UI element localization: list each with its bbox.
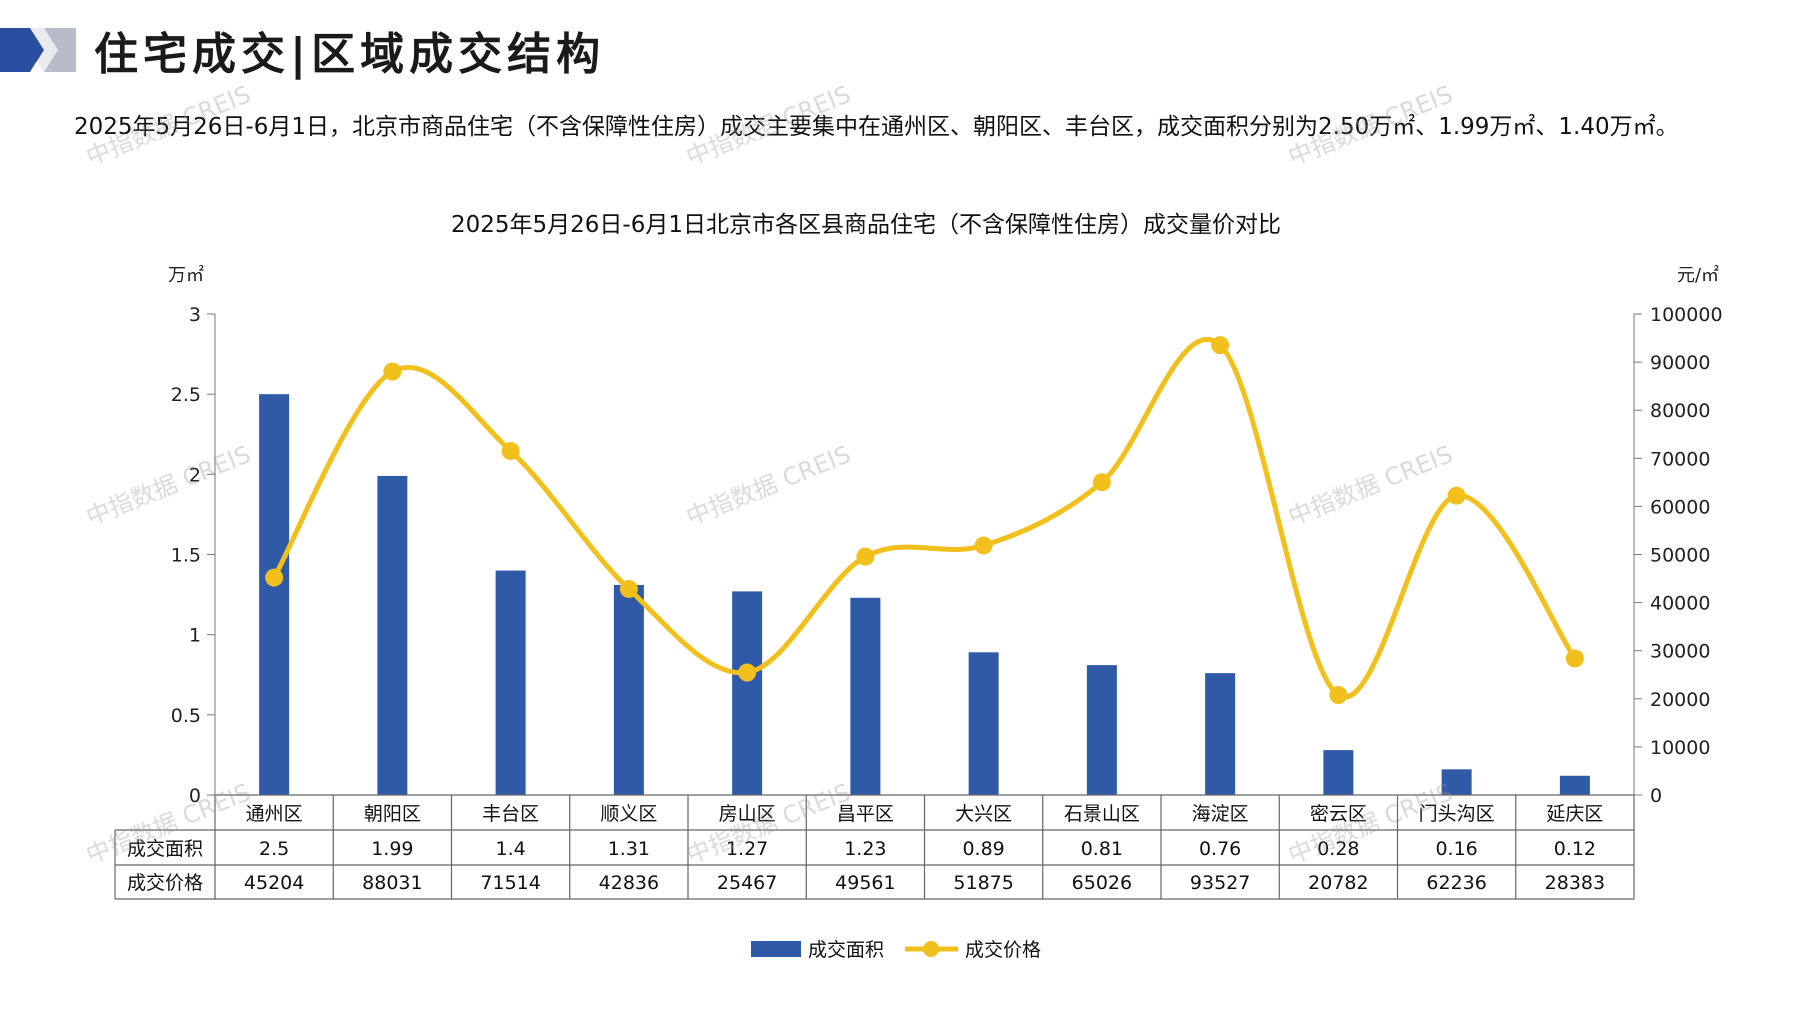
left-axis-unit: 万㎡	[168, 264, 204, 286]
price-data-label-5: 25467	[717, 872, 777, 894]
price-data-label-2: 88031	[362, 872, 422, 894]
category-label-7: 大兴区	[955, 803, 1012, 825]
area-data-label-1: 2.5	[259, 838, 289, 860]
bar-12	[1559, 775, 1590, 795]
left-tick-label: 0	[189, 785, 201, 807]
legend-swatch-point	[923, 941, 939, 957]
right-tick-label: 20000	[1650, 689, 1710, 711]
price-point-5	[738, 663, 757, 682]
left-tick-label: 2.5	[171, 384, 201, 406]
right-tick-label: 10000	[1650, 737, 1710, 759]
bar-10	[1323, 750, 1354, 795]
bar-2	[377, 475, 408, 795]
category-label-4: 顺义区	[600, 803, 657, 825]
bar-11	[1441, 769, 1472, 795]
right-tick-label: 30000	[1650, 641, 1710, 663]
category-label-3: 丰台区	[482, 803, 539, 825]
legend-label-line: 成交价格	[965, 939, 1041, 961]
price-point-7	[974, 536, 993, 555]
category-label-11: 门头沟区	[1419, 803, 1495, 825]
price-data-label-4: 42836	[599, 872, 659, 894]
page-title: 住宅成交|区域成交结构	[94, 29, 606, 80]
price-point-9	[1211, 336, 1230, 355]
area-data-label-12: 0.12	[1554, 838, 1596, 860]
price-point-6	[856, 547, 875, 566]
price-point-12	[1565, 649, 1584, 668]
area-data-label-3: 1.4	[496, 838, 526, 860]
chart-title: 2025年5月26日-6月1日北京市各区县商品住宅（不含保障性住房）成交量价对比	[451, 212, 1281, 238]
category-label-2: 朝阳区	[364, 803, 421, 825]
right-tick-label: 70000	[1650, 448, 1710, 470]
area-data-label-4: 1.31	[608, 838, 650, 860]
bar-5	[732, 591, 763, 795]
right-tick-label: 80000	[1650, 400, 1710, 422]
price-data-label-9: 93527	[1190, 872, 1250, 894]
price-line	[271, 336, 1577, 700]
logo-mid-shape	[30, 28, 58, 72]
price-data-label-8: 65026	[1072, 872, 1132, 894]
left-tick-label: 3	[189, 304, 201, 326]
price-data-label-11: 62236	[1426, 872, 1486, 894]
price-point-10	[1329, 686, 1348, 705]
left-tick-label: 1.5	[171, 545, 201, 567]
right-tick-label: 100000	[1650, 304, 1723, 326]
category-label-1: 通州区	[246, 803, 303, 825]
bar-1	[259, 394, 290, 795]
bar-9	[1205, 673, 1236, 795]
right-tick-label: 50000	[1650, 545, 1710, 567]
price-point-11	[1447, 486, 1466, 505]
table-row-header-area: 成交面积	[127, 838, 203, 860]
area-data-label-8: 0.81	[1081, 838, 1123, 860]
bar-6	[850, 597, 881, 795]
table-row-header-price: 成交价格	[127, 872, 203, 894]
bar-8	[1086, 665, 1117, 795]
price-point-2	[383, 362, 402, 381]
left-tick-label: 0.5	[171, 705, 201, 727]
area-data-label-5: 1.27	[726, 838, 768, 860]
category-label-8: 石景山区	[1064, 803, 1140, 825]
bar-3	[495, 570, 526, 795]
category-label-9: 海淀区	[1192, 803, 1249, 825]
area-data-label-9: 0.76	[1199, 838, 1241, 860]
price-point-1	[265, 568, 284, 587]
summary-text: 2025年5月26日-6月1日，北京市商品住宅（不含保障性住房）成交主要集中在通…	[74, 114, 1679, 140]
bar-7	[968, 652, 999, 795]
price-data-label-7: 51875	[953, 872, 1013, 894]
price-data-label-12: 28383	[1545, 872, 1605, 894]
category-label-12: 延庆区	[1546, 803, 1603, 825]
price-data-label-1: 45204	[244, 872, 304, 894]
right-tick-label: 0	[1650, 785, 1662, 807]
legend-label-bar: 成交面积	[808, 939, 884, 961]
price-point-8	[1092, 473, 1111, 492]
area-data-label-10: 0.28	[1317, 838, 1359, 860]
area-data-label-2: 1.99	[371, 838, 413, 860]
price-point-3	[501, 442, 520, 461]
logo-dark-shape	[0, 28, 44, 72]
left-tick-label: 2	[189, 464, 201, 486]
right-tick-label: 90000	[1650, 352, 1710, 374]
price-data-label-6: 49561	[835, 872, 895, 894]
category-label-10: 密云区	[1310, 803, 1367, 825]
area-data-label-7: 0.89	[962, 838, 1004, 860]
right-tick-label: 40000	[1650, 593, 1710, 615]
left-tick-label: 1	[189, 625, 201, 647]
category-label-5: 房山区	[719, 803, 776, 825]
category-label-6: 昌平区	[837, 803, 894, 825]
area-data-label-11: 0.16	[1435, 838, 1477, 860]
price-data-label-3: 71514	[480, 872, 540, 894]
price-data-label-10: 20782	[1308, 872, 1368, 894]
right-tick-label: 60000	[1650, 496, 1710, 518]
right-axis-unit: 元/㎡	[1677, 264, 1719, 286]
bar-4	[613, 584, 644, 795]
brand-logo	[0, 28, 76, 72]
legend-swatch-bar	[751, 941, 801, 957]
area-data-label-6: 1.23	[844, 838, 886, 860]
price-point-4	[619, 579, 638, 598]
